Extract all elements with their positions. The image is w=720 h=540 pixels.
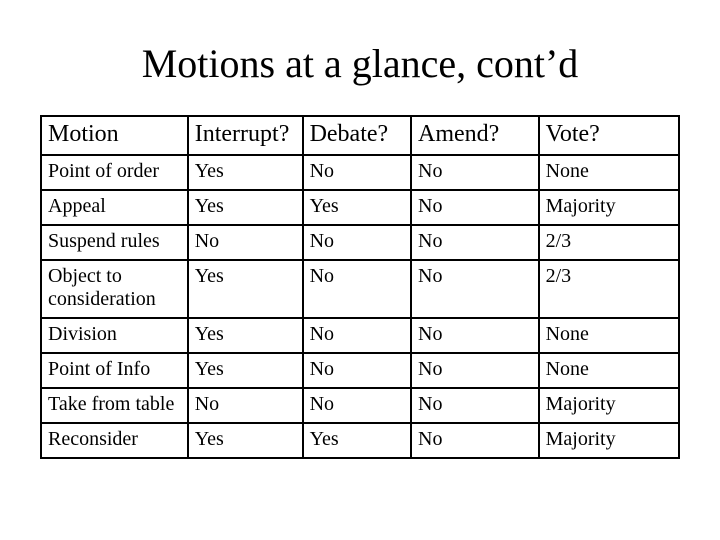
cell-interrupt: Yes: [188, 190, 303, 225]
cell-debate: No: [303, 225, 411, 260]
table-header-row: Motion Interrupt? Debate? Amend? Vote?: [41, 116, 679, 155]
col-header-vote: Vote?: [539, 116, 679, 155]
cell-debate: No: [303, 260, 411, 318]
cell-amend: No: [411, 260, 539, 318]
cell-motion: Take from table: [41, 388, 188, 423]
cell-interrupt: No: [188, 225, 303, 260]
table-row: Reconsider Yes Yes No Majority: [41, 423, 679, 458]
cell-amend: No: [411, 190, 539, 225]
table-row: Appeal Yes Yes No Majority: [41, 190, 679, 225]
cell-amend: No: [411, 423, 539, 458]
cell-debate: Yes: [303, 190, 411, 225]
cell-interrupt: No: [188, 388, 303, 423]
cell-vote: None: [539, 318, 679, 353]
table-row: Suspend rules No No No 2/3: [41, 225, 679, 260]
cell-vote: None: [539, 353, 679, 388]
cell-interrupt: Yes: [188, 318, 303, 353]
col-header-interrupt: Interrupt?: [188, 116, 303, 155]
cell-debate: No: [303, 388, 411, 423]
page-title: Motions at a glance, cont’d: [40, 40, 680, 87]
table-row: Point of Info Yes No No None: [41, 353, 679, 388]
cell-vote: Majority: [539, 190, 679, 225]
col-header-motion: Motion: [41, 116, 188, 155]
cell-interrupt: Yes: [188, 423, 303, 458]
table-row: Division Yes No No None: [41, 318, 679, 353]
cell-amend: No: [411, 225, 539, 260]
cell-debate: No: [303, 155, 411, 190]
col-header-amend: Amend?: [411, 116, 539, 155]
cell-vote: Majority: [539, 423, 679, 458]
table-row: Take from table No No No Majority: [41, 388, 679, 423]
col-header-debate: Debate?: [303, 116, 411, 155]
cell-motion: Reconsider: [41, 423, 188, 458]
cell-motion: Object to consideration: [41, 260, 188, 318]
cell-amend: No: [411, 388, 539, 423]
cell-vote: 2/3: [539, 225, 679, 260]
cell-amend: No: [411, 155, 539, 190]
motions-table: Motion Interrupt? Debate? Amend? Vote? P…: [40, 115, 680, 459]
cell-debate: No: [303, 318, 411, 353]
cell-debate: No: [303, 353, 411, 388]
slide: Motions at a glance, cont’d Motion Inter…: [0, 0, 720, 540]
cell-interrupt: Yes: [188, 353, 303, 388]
cell-motion: Division: [41, 318, 188, 353]
cell-interrupt: Yes: [188, 155, 303, 190]
cell-amend: No: [411, 318, 539, 353]
cell-debate: Yes: [303, 423, 411, 458]
cell-motion: Suspend rules: [41, 225, 188, 260]
cell-vote: Majority: [539, 388, 679, 423]
cell-interrupt: Yes: [188, 260, 303, 318]
cell-motion: Appeal: [41, 190, 188, 225]
cell-motion: Point of order: [41, 155, 188, 190]
table-row: Point of order Yes No No None: [41, 155, 679, 190]
cell-vote: 2/3: [539, 260, 679, 318]
table-row: Object to consideration Yes No No 2/3: [41, 260, 679, 318]
cell-motion: Point of Info: [41, 353, 188, 388]
cell-amend: No: [411, 353, 539, 388]
cell-vote: None: [539, 155, 679, 190]
